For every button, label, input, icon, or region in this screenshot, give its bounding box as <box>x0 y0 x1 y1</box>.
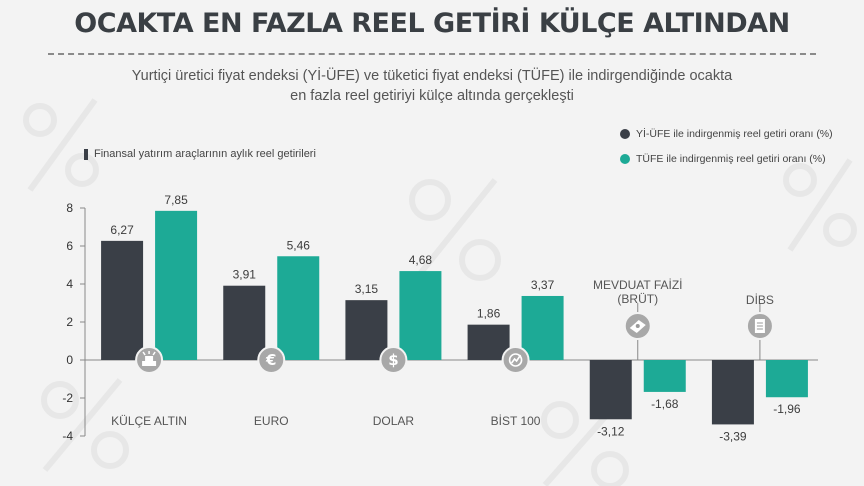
y-tick-label: 2 <box>66 315 73 329</box>
bar-series1 <box>711 360 754 425</box>
bar-series2 <box>765 360 808 398</box>
deposit-icon <box>623 303 652 360</box>
data-label: -3,12 <box>597 424 625 438</box>
icon-glyph: € <box>265 351 276 369</box>
legend-label-series1: Yİ-ÜFE ile indirgenmiş reel getiri oranı… <box>636 128 833 140</box>
category-label: DOLAR <box>373 414 415 428</box>
bar-series2 <box>277 256 320 360</box>
dollar-icon: $ <box>379 346 408 374</box>
gold-bar-icon <box>135 346 164 374</box>
bar-series2 <box>155 210 198 360</box>
icon-glyph: $ <box>388 351 398 369</box>
icon-shape <box>635 324 640 328</box>
stock-index-icon <box>501 346 530 374</box>
icon-circle <box>379 346 408 374</box>
legend-item-series1: Yİ-ÜFE ile indirgenmiş reel getiri oranı… <box>620 128 833 140</box>
chart-section-label: Finansal yatırım araçlarının aylık reel … <box>84 148 316 160</box>
bar-series1 <box>345 300 388 360</box>
data-label: 7,85 <box>164 193 188 207</box>
legend-swatch-series1 <box>620 129 630 140</box>
bar-series1 <box>589 360 632 420</box>
icon-shape <box>152 351 156 356</box>
icon-circle <box>257 346 286 374</box>
y-tick-label: 0 <box>66 353 73 367</box>
bar-series2 <box>643 360 686 392</box>
y-tick-label: -4 <box>62 429 73 443</box>
subtitle-line-1: Yurtiçi üretici fiyat endeksi (Yİ-ÜFE) v… <box>131 68 733 84</box>
y-tick-label: 4 <box>66 277 73 291</box>
section-label-text: Finansal yatırım araçlarının aylık reel … <box>94 148 316 160</box>
y-tick-label: 8 <box>66 201 73 215</box>
category-label: KÜLÇE ALTIN <box>111 414 187 428</box>
icon-shape <box>508 353 523 367</box>
bar-series1 <box>101 240 144 360</box>
data-label: 4,68 <box>409 253 433 267</box>
bar-series1 <box>223 285 266 360</box>
icon-shape <box>142 361 157 366</box>
data-label: 1,86 <box>477 307 501 321</box>
icon-shape <box>510 354 522 364</box>
euro-icon: € <box>257 346 286 374</box>
bar-series2 <box>399 271 442 360</box>
icon-shape <box>142 351 146 356</box>
data-label: 3,91 <box>233 268 257 282</box>
bar-series1 <box>467 324 510 360</box>
category-label: (BRÜT) <box>617 292 658 306</box>
legend-item-series2: TÜFE ile indirgenmiş reel getiri oranı (… <box>620 153 826 165</box>
section-marker-icon <box>84 148 88 160</box>
data-label: 3,37 <box>531 278 555 292</box>
document-icon <box>745 303 774 360</box>
page-title: OCAKTA EN FAZLA REEL GETİRİ KÜLÇE ALTIND… <box>74 8 790 39</box>
data-label: -1,68 <box>651 397 679 411</box>
subtitle-line-2: en fazla reel getiriyi külçe altında ger… <box>290 88 574 104</box>
icon-shape <box>145 356 154 361</box>
data-label: -3,39 <box>719 429 747 443</box>
data-label: 5,46 <box>287 238 311 252</box>
bar-series2 <box>521 295 564 360</box>
y-tick-label: 6 <box>66 239 73 253</box>
subtitle: Yurtiçi üretici fiyat endeksi (Yİ-ÜFE) v… <box>60 66 804 106</box>
legend-swatch-series2 <box>620 154 630 165</box>
legend-label-series2: TÜFE ile indirgenmiş reel getiri oranı (… <box>636 153 826 165</box>
y-tick-label: -2 <box>62 391 73 405</box>
category-label: MEVDUAT FAİZİ <box>593 278 683 292</box>
data-label: -1,96 <box>773 402 801 416</box>
data-label: 3,15 <box>355 282 379 296</box>
title-divider <box>48 53 816 55</box>
category-label: BİST 100 <box>491 414 541 428</box>
category-label: DİBS <box>746 293 774 307</box>
category-label: EURO <box>254 414 289 428</box>
data-label: 6,27 <box>110 223 134 237</box>
